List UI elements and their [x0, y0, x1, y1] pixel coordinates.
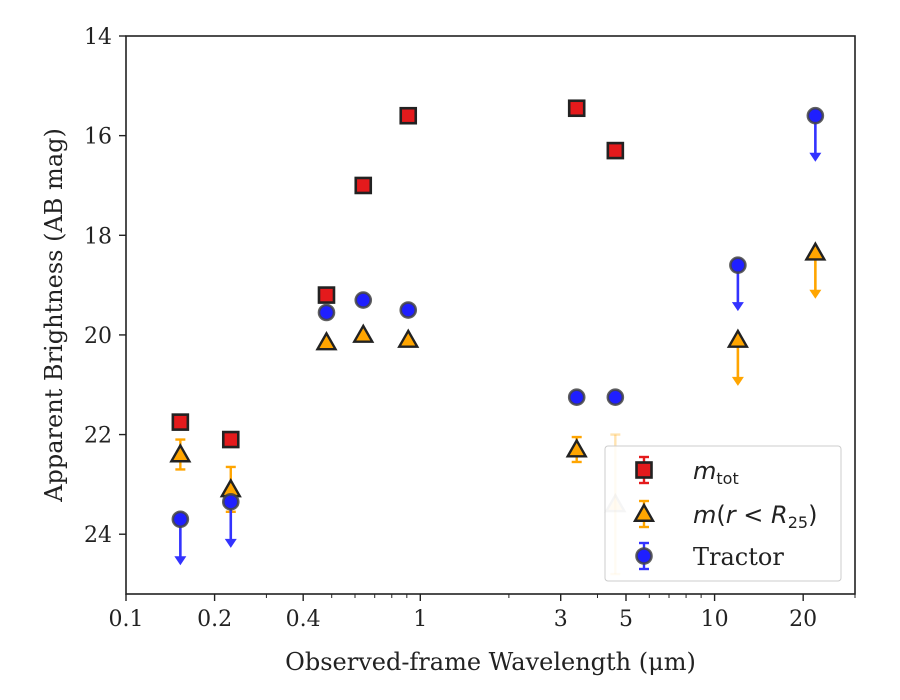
marker-triangle — [632, 502, 656, 522]
marker-triangle — [804, 241, 827, 261]
x-axis-label: Observed-frame Wavelength (μm) — [285, 648, 696, 676]
plot-area — [125, 35, 856, 595]
x-tick-label: 0.2 — [197, 607, 232, 632]
marker-circle — [354, 291, 373, 309]
x-tick-label: 10 — [701, 607, 729, 632]
y-tick-label: 22 — [84, 424, 112, 449]
marker-square — [567, 99, 586, 118]
y-tick-label: 16 — [84, 125, 112, 150]
upper-limit-arrowhead — [731, 302, 744, 312]
marker-triangle — [726, 328, 749, 348]
marker-triangle — [397, 328, 420, 348]
upper-limit-arrowhead — [174, 556, 187, 566]
legend-label: Tractor — [693, 543, 784, 571]
upper-limit-arrowhead — [224, 538, 237, 548]
marker-triangle — [315, 330, 338, 351]
marker-square — [635, 461, 653, 479]
marker-circle — [606, 388, 625, 407]
x-tick-label: 1 — [413, 607, 427, 632]
data-marks — [169, 99, 827, 576]
axis-ticks: 0.1 0.2 0.4 1 3 5 10 20 14 16 18 20 22 24 — [84, 25, 856, 632]
x-tick-label: 0.4 — [286, 607, 321, 632]
marker-triangle — [169, 443, 192, 463]
marker-circle — [567, 388, 586, 407]
marker-circle — [729, 256, 747, 274]
legend-label: mtot — [693, 457, 739, 488]
series-mtot — [171, 99, 625, 449]
marker-square — [606, 141, 625, 160]
marker-circle — [317, 303, 336, 322]
marker-circle — [399, 301, 418, 319]
legend: mtot m(r < R25) Tractor — [604, 445, 842, 582]
upper-limit-arrowhead — [731, 376, 744, 386]
marker-triangle — [565, 438, 588, 458]
marker-square — [171, 413, 190, 431]
marker-square — [317, 286, 336, 304]
x-tick-label: 3 — [554, 607, 568, 632]
legend-frame — [604, 445, 842, 582]
marker-circle — [635, 547, 653, 565]
marker-circle — [221, 493, 240, 511]
upper-limit-arrowhead — [809, 152, 822, 162]
y-tick-label: 14 — [84, 25, 112, 50]
y-axis-label: Apparent Brightness (AB mag) — [40, 128, 68, 503]
series-tractor — [171, 106, 825, 566]
x-tick-label: 5 — [619, 607, 633, 632]
y-tick-label: 18 — [84, 224, 112, 249]
x-tick-label: 20 — [789, 607, 817, 632]
marker-square — [221, 430, 240, 449]
marker-circle — [171, 510, 190, 529]
marker-circle — [806, 106, 825, 125]
y-tick-label: 24 — [84, 523, 112, 548]
y-tick-label: 20 — [84, 324, 112, 349]
marker-triangle — [352, 323, 375, 343]
marker-square — [399, 106, 418, 125]
legend-label: m(r < R25) — [693, 501, 817, 532]
x-tick-label: 0.1 — [109, 607, 144, 632]
upper-limit-arrowhead — [809, 289, 822, 299]
marker-square — [354, 176, 373, 195]
